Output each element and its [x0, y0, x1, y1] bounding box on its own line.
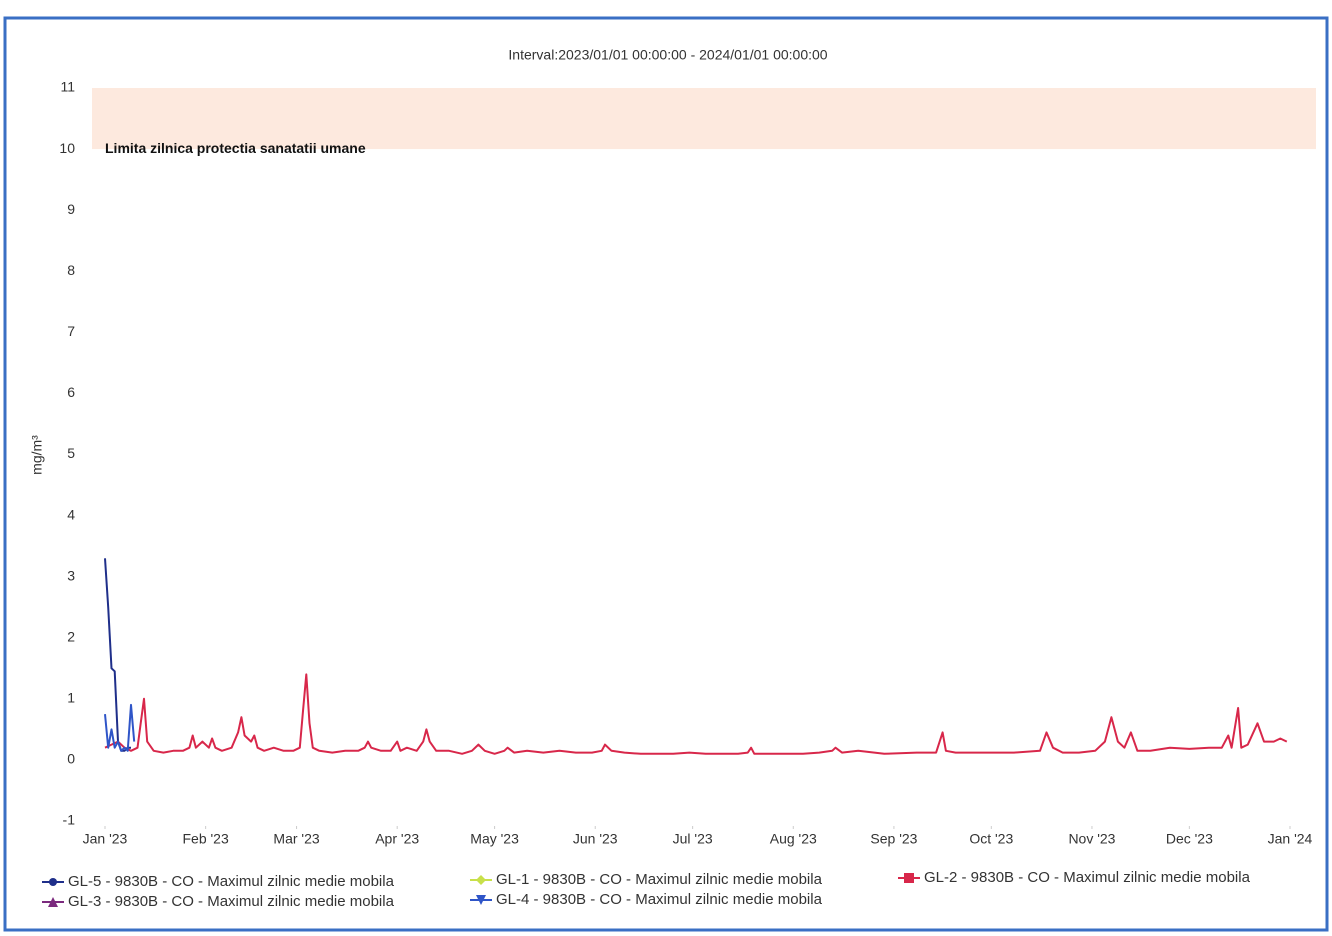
x-tick-label: Jul '23 — [673, 831, 713, 847]
chart-title: Interval:2023/01/01 00:00:00 - 2024/01/0… — [508, 47, 827, 63]
x-tick-label: Apr '23 — [375, 831, 419, 847]
legend-marker — [476, 875, 486, 885]
y-tick-label: 9 — [67, 201, 75, 217]
legend-marker — [476, 895, 486, 905]
series-line — [104, 673, 1288, 755]
legend-item[interactable]: GL-2 - 9830B - CO - Maximul zilnic medie… — [898, 869, 1251, 886]
y-tick-label: 3 — [67, 567, 75, 583]
x-tick-label: Dec '23 — [1166, 831, 1213, 847]
frame — [3, 16, 1329, 932]
x-tick-label: Jan '23 — [83, 831, 128, 847]
plot-band-label: Limita zilnica protectia sanatatii umane — [105, 140, 366, 156]
x-tick-label: Mar '23 — [273, 831, 319, 847]
x-tick-label: Oct '23 — [969, 831, 1013, 847]
series-line — [104, 703, 136, 752]
legend-item[interactable]: GL-3 - 9830B - CO - Maximul zilnic medie… — [42, 893, 395, 910]
legend-label: GL-2 - 9830B - CO - Maximul zilnic medie… — [924, 869, 1251, 886]
x-tick-label: Nov '23 — [1068, 831, 1115, 847]
x-tick-label: Jan '24 — [1268, 831, 1313, 847]
x-tick-label: Aug '23 — [770, 831, 817, 847]
y-tick-label: 10 — [59, 140, 75, 156]
plot-band — [92, 88, 1316, 150]
y-axis-label: mg/m³ — [29, 435, 45, 475]
y-tick-label: 5 — [67, 445, 75, 461]
legend-item[interactable]: GL-5 - 9830B - CO - Maximul zilnic medie… — [42, 873, 395, 890]
y-tick-label: 0 — [67, 751, 75, 767]
legend-label: GL-1 - 9830B - CO - Maximul zilnic medie… — [496, 871, 823, 888]
legend-label: GL-4 - 9830B - CO - Maximul zilnic medie… — [496, 891, 823, 908]
legend-label: GL-3 - 9830B - CO - Maximul zilnic medie… — [68, 893, 395, 910]
legend-marker — [48, 897, 58, 907]
y-tick-label: 7 — [67, 323, 75, 339]
legend-marker — [904, 873, 914, 883]
x-tick-label: Feb '23 — [183, 831, 229, 847]
x-tick-label: Jun '23 — [573, 831, 618, 847]
y-tick-label: 2 — [67, 628, 75, 644]
x-tick-label: May '23 — [470, 831, 519, 847]
legend-marker — [49, 878, 57, 886]
legend-item[interactable]: GL-1 - 9830B - CO - Maximul zilnic medie… — [470, 871, 823, 888]
y-tick-label: 4 — [67, 506, 75, 522]
y-tick-label: 8 — [67, 262, 75, 278]
legend-item[interactable]: GL-4 - 9830B - CO - Maximul zilnic medie… — [470, 891, 823, 908]
y-tick-label: -1 — [63, 812, 76, 828]
y-tick-label: 1 — [67, 690, 75, 706]
y-tick-label: 11 — [60, 79, 75, 95]
y-tick-label: 6 — [67, 384, 75, 400]
legend-label: GL-5 - 9830B - CO - Maximul zilnic medie… — [68, 873, 395, 890]
x-tick-label: Sep '23 — [870, 831, 917, 847]
